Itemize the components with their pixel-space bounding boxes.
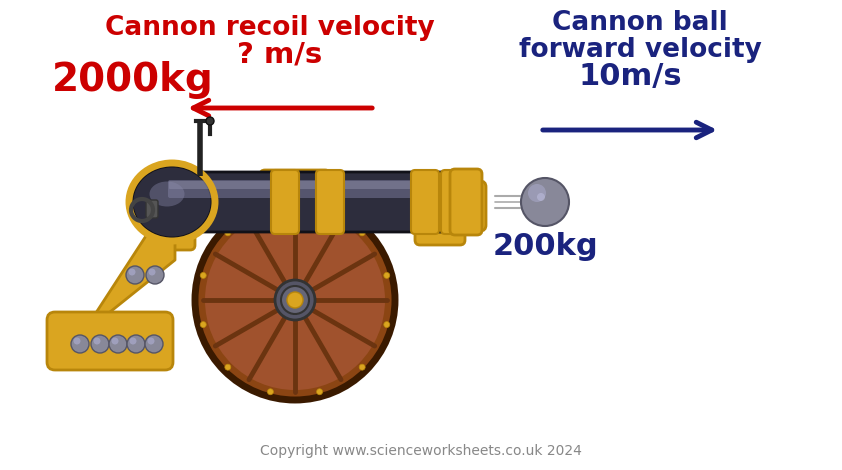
Circle shape <box>287 292 303 308</box>
FancyBboxPatch shape <box>411 170 439 234</box>
FancyBboxPatch shape <box>316 170 344 234</box>
FancyBboxPatch shape <box>441 170 469 234</box>
Circle shape <box>130 337 136 345</box>
FancyBboxPatch shape <box>450 169 482 235</box>
FancyBboxPatch shape <box>161 172 464 232</box>
FancyBboxPatch shape <box>271 170 299 234</box>
Text: 200kg: 200kg <box>493 232 598 261</box>
Circle shape <box>91 335 109 353</box>
Text: ? m/s: ? m/s <box>237 40 322 68</box>
Circle shape <box>317 389 322 395</box>
Circle shape <box>521 178 569 226</box>
Circle shape <box>268 205 274 211</box>
Text: Copyright www.scienceworksheets.co.uk 2024: Copyright www.scienceworksheets.co.uk 20… <box>260 444 582 458</box>
FancyBboxPatch shape <box>144 181 486 231</box>
Circle shape <box>360 364 365 370</box>
Circle shape <box>146 266 164 284</box>
Circle shape <box>200 273 206 278</box>
Circle shape <box>360 230 365 236</box>
Circle shape <box>126 266 144 284</box>
Circle shape <box>317 205 322 211</box>
Circle shape <box>148 268 156 275</box>
Circle shape <box>109 335 127 353</box>
Circle shape <box>281 286 309 314</box>
Circle shape <box>200 321 206 328</box>
Polygon shape <box>60 222 175 352</box>
Circle shape <box>225 364 231 370</box>
Circle shape <box>145 335 163 353</box>
Circle shape <box>275 280 315 320</box>
Circle shape <box>93 337 100 345</box>
Circle shape <box>384 321 390 328</box>
FancyBboxPatch shape <box>169 181 456 189</box>
Text: Cannon ball: Cannon ball <box>552 10 727 36</box>
Text: Cannon recoil velocity: Cannon recoil velocity <box>105 15 434 41</box>
Ellipse shape <box>132 166 212 238</box>
Text: forward velocity: forward velocity <box>519 37 761 63</box>
Ellipse shape <box>150 181 184 206</box>
Text: 10m/s: 10m/s <box>578 62 682 91</box>
Circle shape <box>195 200 395 400</box>
Circle shape <box>537 193 545 201</box>
FancyBboxPatch shape <box>47 312 173 370</box>
Circle shape <box>73 337 81 345</box>
FancyBboxPatch shape <box>260 170 330 250</box>
FancyBboxPatch shape <box>168 180 457 198</box>
Circle shape <box>268 389 274 395</box>
Circle shape <box>71 335 89 353</box>
Circle shape <box>528 184 546 202</box>
Circle shape <box>129 268 136 275</box>
Circle shape <box>206 117 214 125</box>
Circle shape <box>225 230 231 236</box>
Circle shape <box>205 210 385 390</box>
FancyBboxPatch shape <box>146 200 158 218</box>
FancyBboxPatch shape <box>415 175 465 245</box>
Circle shape <box>384 273 390 278</box>
FancyBboxPatch shape <box>150 170 195 250</box>
Text: 2000kg: 2000kg <box>52 61 214 99</box>
Circle shape <box>147 337 154 345</box>
Circle shape <box>127 335 145 353</box>
Circle shape <box>111 337 119 345</box>
